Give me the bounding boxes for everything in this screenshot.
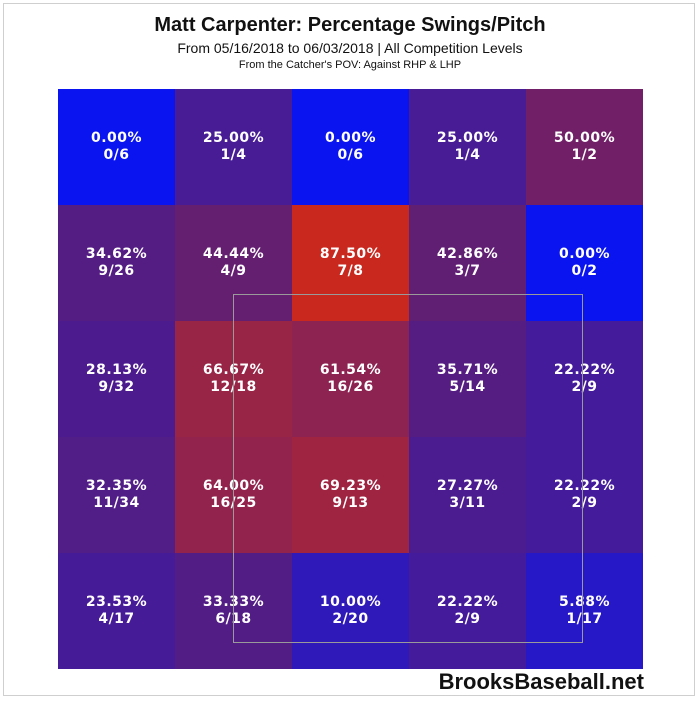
cell-percent-label: 0.00%: [558, 246, 611, 262]
cell-percent-label: 64.00%: [202, 478, 265, 494]
heatmap-cell: 34.62% 9/26: [58, 205, 175, 321]
cell-percent-label: 22.22%: [436, 594, 499, 610]
heatmap-cell: 69.23% 9/13: [292, 437, 409, 553]
cell-count-label: 9/13: [332, 495, 369, 511]
cell-count-label: 7/8: [337, 263, 364, 279]
cell-percent-label: 25.00%: [436, 130, 499, 146]
cell-count-label: 5/14: [449, 379, 486, 395]
heatmap-cell: 33.33% 6/18: [175, 553, 292, 669]
cell-percent-label: 87.50%: [319, 246, 382, 262]
cell-percent-label: 66.67%: [202, 362, 265, 378]
heatmap-cell: 27.27% 3/11: [409, 437, 526, 553]
cell-count-label: 0/2: [571, 263, 598, 279]
cell-percent-label: 35.71%: [436, 362, 499, 378]
cell-count-label: 12/18: [210, 379, 257, 395]
cell-percent-label: 44.44%: [202, 246, 265, 262]
cell-percent-label: 50.00%: [553, 130, 616, 146]
heatmap-cell: 28.13% 9/32: [58, 321, 175, 437]
cell-count-label: 6/18: [215, 611, 252, 627]
chart-title: Matt Carpenter: Percentage Swings/Pitch: [154, 14, 546, 36]
cell-count-label: 2/9: [571, 495, 598, 511]
cell-count-label: 3/11: [449, 495, 486, 511]
heatmap-cell: 32.35% 11/34: [58, 437, 175, 553]
heatmap-cell: 87.50% 7/8: [292, 205, 409, 321]
cell-percent-label: 10.00%: [319, 594, 382, 610]
chart-frame: [3, 3, 695, 696]
cell-count-label: 3/7: [454, 263, 481, 279]
cell-percent-label: 22.22%: [553, 478, 616, 494]
cell-count-label: 16/25: [210, 495, 257, 511]
cell-percent-label: 22.22%: [553, 362, 616, 378]
cell-count-label: 0/6: [337, 147, 364, 163]
heatmap-cell: 0.00% 0/6: [58, 89, 175, 205]
cell-count-label: 11/34: [93, 495, 140, 511]
cell-percent-label: 61.54%: [319, 362, 382, 378]
cell-count-label: 16/26: [327, 379, 374, 395]
watermark-logo: BrooksBaseball.net: [438, 669, 644, 694]
heatmap-cell: 25.00% 1/4: [175, 89, 292, 205]
cell-count-label: 0/6: [103, 147, 130, 163]
cell-percent-label: 23.53%: [85, 594, 148, 610]
cell-percent-label: 69.23%: [319, 478, 382, 494]
cell-count-label: 2/9: [454, 611, 481, 627]
cell-percent-label: 32.35%: [85, 478, 148, 494]
heatmap-cell: 22.22% 2/9: [526, 321, 643, 437]
cell-count-label: 1/4: [220, 147, 247, 163]
cell-percent-label: 42.86%: [436, 246, 499, 262]
heatmap-cell: 22.22% 2/9: [526, 437, 643, 553]
cell-count-label: 1/4: [454, 147, 481, 163]
cell-count-label: 2/9: [571, 379, 598, 395]
cell-count-label: 4/9: [220, 263, 247, 279]
cell-percent-label: 25.00%: [202, 130, 265, 146]
cell-count-label: 1/17: [566, 611, 603, 627]
heatmap-cell: 5.88% 1/17: [526, 553, 643, 669]
heatmap-cell: 23.53% 4/17: [58, 553, 175, 669]
cell-percent-label: 0.00%: [324, 130, 377, 146]
heatmap-cell: 0.00% 0/6: [292, 89, 409, 205]
chart-subtitle: From 05/16/2018 to 06/03/2018 | All Comp…: [177, 40, 523, 56]
cell-count-label: 9/32: [98, 379, 135, 395]
heatmap-cell: 25.00% 1/4: [409, 89, 526, 205]
heatmap-cell: 64.00% 16/25: [175, 437, 292, 553]
cell-count-label: 2/20: [332, 611, 369, 627]
cell-percent-label: 28.13%: [85, 362, 148, 378]
heatmap-cell: 35.71% 5/14: [409, 321, 526, 437]
heatmap-cell: 50.00% 1/2: [526, 89, 643, 205]
cell-percent-label: 34.62%: [85, 246, 148, 262]
cell-percent-label: 5.88%: [558, 594, 611, 610]
heatmap-cell: 44.44% 4/9: [175, 205, 292, 321]
chart-note: From the Catcher's POV: Against RHP & LH…: [238, 59, 462, 71]
cell-percent-label: 27.27%: [436, 478, 499, 494]
heatmap-cell: 22.22% 2/9: [409, 553, 526, 669]
cell-percent-label: 0.00%: [90, 130, 143, 146]
heatmap-cell: 61.54% 16/26: [292, 321, 409, 437]
cell-count-label: 1/2: [571, 147, 598, 163]
heatmap-cell: 0.00% 0/2: [526, 205, 643, 321]
cell-percent-label: 33.33%: [202, 594, 265, 610]
heatmap-cell: 10.00% 2/20: [292, 553, 409, 669]
heatmap-cell: 42.86% 3/7: [409, 205, 526, 321]
cell-count-label: 4/17: [98, 611, 135, 627]
heatmap-cell: 66.67% 12/18: [175, 321, 292, 437]
cell-count-label: 9/26: [98, 263, 135, 279]
